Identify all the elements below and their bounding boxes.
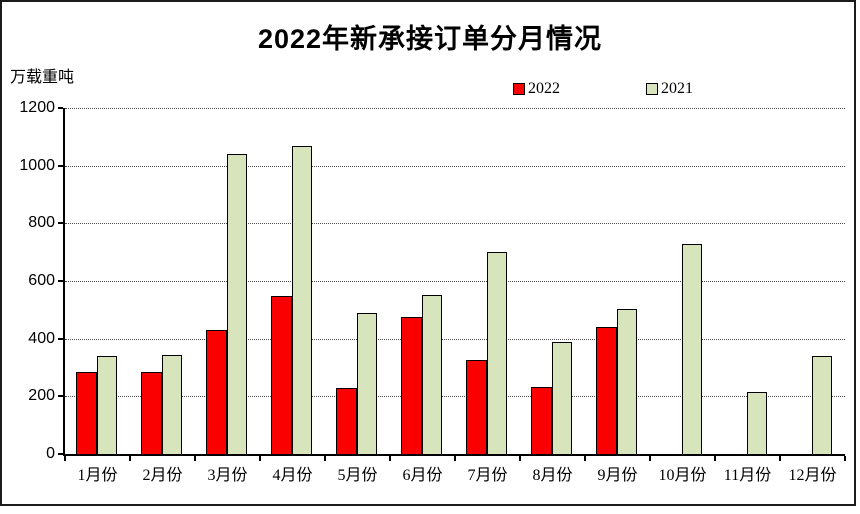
bar-group-7月份 <box>455 108 520 454</box>
x-axis-labels: 1月份 2月份 3月份 4月份 5月份 6月份 7月份 8月份 9月份 10月份 11月份 12月份 <box>65 461 845 485</box>
x-label-5月份: 5月份 <box>337 467 378 484</box>
bar-2021-10月份 <box>682 243 702 454</box>
x-tick-mark-0 <box>64 456 66 461</box>
x-tick-mark-10 <box>714 456 716 461</box>
bar-2022-7月份 <box>466 359 487 454</box>
bar-2022-9月份 <box>596 327 617 454</box>
bar-group-8月份 <box>520 108 585 454</box>
y-tick-mark-600 <box>58 280 63 282</box>
y-tick-label-800: 800 <box>28 214 55 232</box>
y-tick-mark-800 <box>58 222 63 225</box>
bar-2022-6月份 <box>401 316 422 454</box>
x-tick-mark-3 <box>259 456 261 461</box>
bar-group-10月份 <box>650 108 715 454</box>
bar-2022-8月份 <box>531 387 552 454</box>
y-tick-mark-1000 <box>58 164 63 167</box>
legend-item-2021: 2021 <box>646 80 693 98</box>
legend-swatch-2021-icon <box>646 83 658 95</box>
gridline-600 <box>65 281 845 282</box>
x-tick-mark-6 <box>454 456 456 461</box>
legend-item-2022: 2022 <box>513 80 560 98</box>
x-label-9月份: 9月份 <box>597 467 638 484</box>
gridline-1000 <box>65 165 845 167</box>
x-label-12月份: 12月份 <box>788 467 837 484</box>
y-tick-label-400: 400 <box>28 329 55 347</box>
gridline-400 <box>65 338 845 340</box>
y-axis-unit-label: 万载重吨 <box>10 69 75 86</box>
bar-2021-6月份 <box>422 295 442 454</box>
bar-group-1月份 <box>65 108 130 454</box>
bar-groups <box>65 108 845 454</box>
bar-group-4月份 <box>260 108 325 454</box>
x-label-2月份: 2月份 <box>142 467 183 484</box>
bar-group-6月份 <box>390 108 455 454</box>
bar-2022-3月份 <box>206 330 227 454</box>
x-tick-mark-2 <box>194 456 196 461</box>
bar-2021-8月份 <box>552 341 572 454</box>
x-tick-mark-5 <box>389 456 391 461</box>
x-label-4月份: 4月份 <box>272 467 313 484</box>
gridline-1200 <box>65 108 845 109</box>
bar-2021-7月份 <box>487 252 507 454</box>
bar-2021-5月份 <box>357 313 377 454</box>
legend-label-2021: 2021 <box>661 80 693 97</box>
bar-group-5月份 <box>325 108 390 454</box>
bar-2021-4月份 <box>292 146 312 454</box>
x-tick-mark-9 <box>649 456 651 461</box>
y-tick-mark-1200 <box>58 107 63 109</box>
x-label-8月份: 8月份 <box>532 467 573 484</box>
x-label-7月份: 7月份 <box>467 467 508 484</box>
x-label-1月份: 1月份 <box>77 467 118 484</box>
y-tick-mark-400 <box>58 337 63 340</box>
x-label-10月份: 10月份 <box>658 467 707 484</box>
bar-group-11月份 <box>715 108 780 454</box>
bar-2022-2月份 <box>141 371 162 454</box>
bar-2022-1月份 <box>76 371 97 454</box>
bar-2021-1月份 <box>97 355 117 454</box>
chart-title: 2022年新承接订单分月情况 <box>257 24 603 54</box>
bar-2021-2月份 <box>162 354 182 454</box>
legend-swatch-2022-icon <box>513 83 525 95</box>
bar-group-12月份 <box>780 108 845 454</box>
bar-2021-12月份 <box>812 355 832 454</box>
x-label-11月份: 11月份 <box>723 467 772 484</box>
bar-group-3月份 <box>195 108 260 454</box>
x-tick-mark-11 <box>779 456 781 461</box>
bar-group-9月份 <box>585 108 650 454</box>
gridline-800 <box>65 223 845 225</box>
y-tick-mark-200 <box>58 395 63 398</box>
y-tick-mark-0 <box>58 453 63 455</box>
legend-label-2022: 2022 <box>528 80 560 97</box>
x-tick-mark-8 <box>584 456 586 461</box>
y-tick-label-0: 0 <box>46 445 55 462</box>
x-label-6月份: 6月份 <box>402 467 443 484</box>
x-tick-mark-4 <box>324 456 326 461</box>
x-label-3月份: 3月份 <box>207 467 248 484</box>
bar-group-2月份 <box>130 108 195 454</box>
legend: 2022 2021 <box>513 80 693 98</box>
x-tick-mark-1 <box>129 456 131 461</box>
y-tick-label-600: 600 <box>28 272 55 289</box>
bar-2021-9月份 <box>617 308 637 454</box>
bar-2021-3月份 <box>227 154 247 454</box>
bar-2022-4月份 <box>271 296 292 454</box>
gridline-200 <box>65 396 845 398</box>
y-tick-label-1200: 1200 <box>19 99 55 116</box>
x-tick-mark-7 <box>519 456 521 461</box>
y-tick-label-1000: 1000 <box>19 156 55 174</box>
x-tick-mark-12 <box>844 456 846 461</box>
y-tick-label-200: 200 <box>28 387 55 405</box>
bar-2021-11月份 <box>747 391 767 454</box>
plot-area <box>63 108 845 456</box>
bar-2022-5月份 <box>336 388 357 454</box>
